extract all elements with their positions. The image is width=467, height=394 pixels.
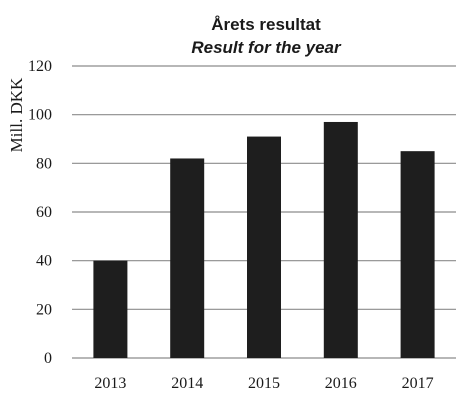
x-tick-label: 2014 bbox=[171, 375, 203, 392]
bar-2015 bbox=[247, 136, 281, 358]
bar-2013 bbox=[93, 260, 128, 358]
chart-subtitle: Result for the year bbox=[191, 38, 342, 57]
bars bbox=[93, 121, 435, 358]
bar-2017 bbox=[400, 151, 435, 358]
y-tick-label: 120 bbox=[28, 58, 52, 75]
x-tick-label: 2016 bbox=[325, 375, 357, 392]
y-tick-label: 80 bbox=[36, 155, 52, 172]
y-tick-label: 100 bbox=[28, 107, 52, 124]
y-tick-label: 0 bbox=[44, 350, 52, 367]
chart-title: Årets resultat bbox=[211, 15, 321, 34]
bar-2014 bbox=[170, 158, 205, 358]
bar-2016 bbox=[323, 121, 358, 358]
y-axis-ticks: 0 20 40 60 80 100 120 bbox=[28, 58, 52, 367]
y-tick-label: 60 bbox=[36, 204, 52, 221]
y-tick-label: 40 bbox=[36, 253, 52, 270]
y-tick-label: 20 bbox=[36, 301, 52, 318]
x-tick-label: 2017 bbox=[402, 375, 434, 392]
y-axis-label: Mill. DKK bbox=[7, 77, 26, 152]
x-axis-ticks: 2013 2014 2015 2016 2017 bbox=[94, 375, 433, 392]
x-tick-label: 2013 bbox=[94, 375, 126, 392]
x-tick-label: 2015 bbox=[248, 375, 280, 392]
